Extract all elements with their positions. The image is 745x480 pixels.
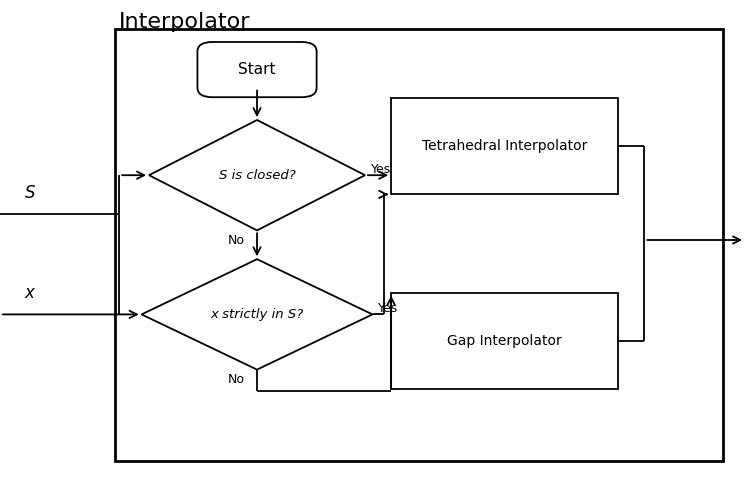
Text: No: No [228,234,244,247]
Text: Yes: Yes [371,163,391,176]
Text: Interpolator: Interpolator [119,12,251,32]
Bar [391,293,618,389]
Polygon shape [149,120,365,230]
Text: Tetrahedral Interpolator: Tetrahedral Interpolator [422,139,587,154]
Polygon shape [142,259,372,370]
Text: Gap Interpolator: Gap Interpolator [447,334,562,348]
Text: Yes: Yes [378,302,399,315]
Text: No: No [228,373,244,386]
Text: Start: Start [238,62,276,77]
Bar [115,29,723,461]
Text: x: x [25,284,35,302]
Bar [391,98,618,194]
FancyBboxPatch shape [197,42,317,97]
Text: S is closed?: S is closed? [218,168,296,182]
Text: S: S [25,183,35,202]
Text: x strictly in S?: x strictly in S? [210,308,304,321]
